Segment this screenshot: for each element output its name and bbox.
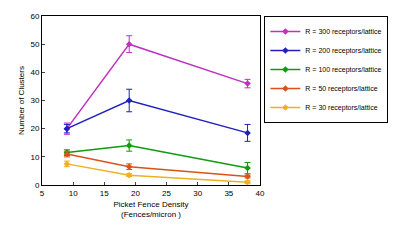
svg-text:30: 30	[193, 189, 202, 198]
svg-text:10: 10	[69, 189, 78, 198]
svg-text:R = 100 receptors/lattice: R = 100 receptors/lattice	[305, 66, 381, 74]
svg-text:0: 0	[35, 181, 40, 190]
svg-text:20: 20	[131, 189, 140, 198]
svg-text:5: 5	[40, 189, 45, 198]
svg-text:20: 20	[30, 124, 39, 133]
svg-text:60: 60	[30, 12, 39, 21]
svg-text:R = 50 receptors/lattice: R = 50 receptors/lattice	[305, 85, 377, 93]
svg-text:25: 25	[162, 189, 171, 198]
svg-text:Picket Fence Density(Fences/mi: Picket Fence Density(Fences/micron )	[113, 200, 188, 219]
svg-text:40: 40	[256, 189, 265, 198]
svg-text:40: 40	[30, 68, 39, 77]
svg-text:30: 30	[30, 96, 39, 105]
svg-text:10: 10	[30, 153, 39, 162]
svg-text:15: 15	[100, 189, 109, 198]
svg-text:R = 200 receptors/lattice: R = 200 receptors/lattice	[305, 47, 381, 55]
svg-text:R = 300 receptors/lattice: R = 300 receptors/lattice	[305, 28, 381, 36]
svg-text:R = 30 receptors/lattice: R = 30 receptors/lattice	[305, 104, 377, 112]
svg-text:35: 35	[224, 189, 233, 198]
svg-text:Number of Clusters: Number of Clusters	[17, 66, 26, 135]
svg-text:50: 50	[30, 40, 39, 49]
